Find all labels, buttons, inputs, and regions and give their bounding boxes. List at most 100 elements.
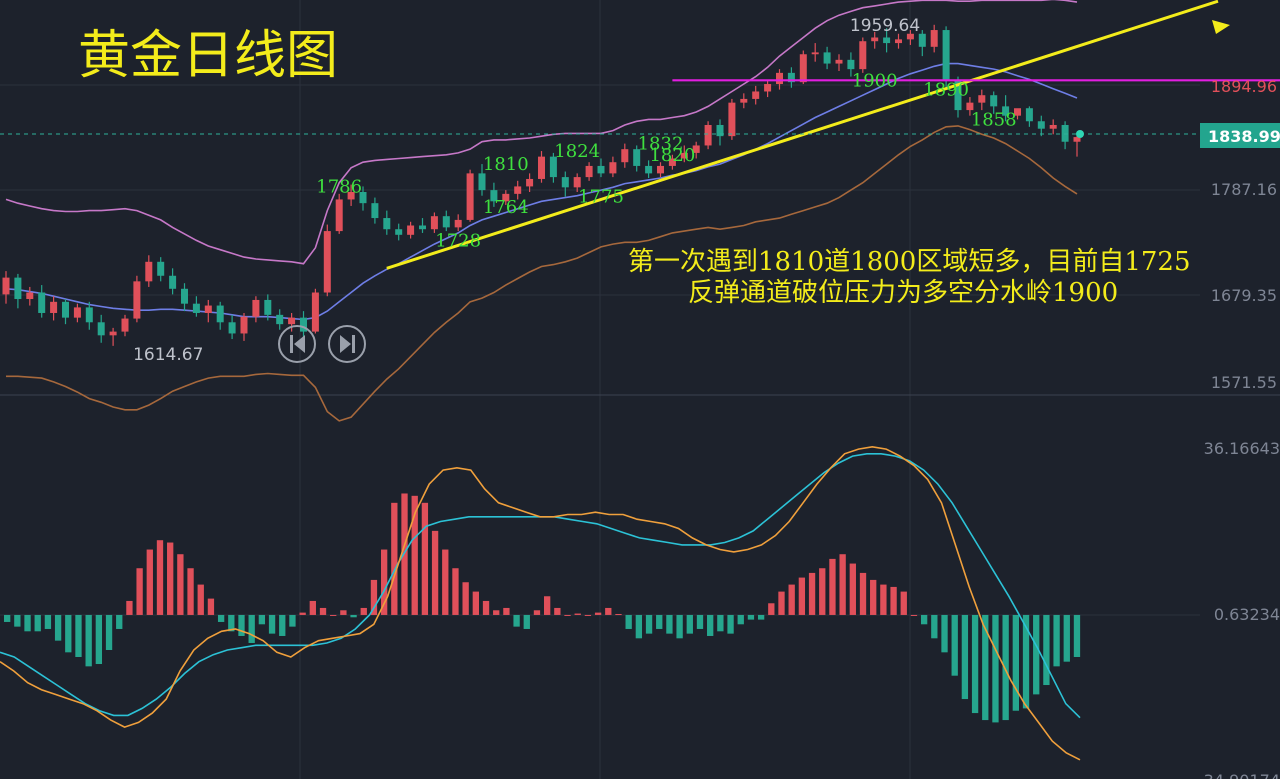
candle-body xyxy=(169,275,177,289)
candle-body xyxy=(38,292,46,313)
macd-bar xyxy=(544,596,551,615)
candle-body xyxy=(335,199,343,232)
macd-bar xyxy=(167,542,174,615)
macd-bar xyxy=(350,614,357,618)
macd-bar xyxy=(971,614,979,714)
next-button[interactable] xyxy=(328,325,366,363)
candle-body xyxy=(371,203,379,219)
macd-bar xyxy=(452,568,459,615)
candle-body xyxy=(859,41,867,70)
macd-bar xyxy=(880,584,887,615)
macd-bar xyxy=(340,610,347,615)
macd-bar xyxy=(319,607,327,615)
macd-bar xyxy=(370,579,378,615)
macd-bar xyxy=(798,577,806,615)
bollinger-upper-line xyxy=(5,0,1078,265)
candle-body xyxy=(419,225,426,230)
macd-bar xyxy=(228,614,235,632)
macd-bar xyxy=(941,614,948,653)
candle-body xyxy=(514,186,522,194)
macd-bar xyxy=(686,614,693,634)
candle-body xyxy=(109,331,117,336)
macd-bar xyxy=(54,614,62,641)
macd-bar xyxy=(156,540,164,615)
macd-bar xyxy=(645,614,653,634)
candle-body xyxy=(395,229,403,235)
candle-body xyxy=(454,219,462,228)
candle-body xyxy=(645,165,653,174)
candle-body xyxy=(26,292,34,300)
macd-bar xyxy=(462,582,469,615)
trendline-arrowhead xyxy=(1212,20,1230,34)
candle-body xyxy=(799,54,807,83)
candle-body xyxy=(752,91,760,99)
candle-body xyxy=(502,193,510,202)
candle-body xyxy=(823,52,831,64)
macd-bar xyxy=(951,614,958,676)
macd-bar xyxy=(197,584,204,615)
level-label: 1786 xyxy=(316,176,362,197)
grid xyxy=(0,0,1200,779)
candle-body xyxy=(442,216,450,228)
candle-body xyxy=(145,261,153,282)
candle-body xyxy=(204,305,212,313)
candle-body xyxy=(538,156,545,179)
macd-bar xyxy=(910,614,918,616)
level-label: 1810 xyxy=(483,154,529,175)
macd-bar xyxy=(85,614,92,667)
candle-body xyxy=(906,33,914,40)
macd-bar xyxy=(819,568,826,615)
candle-body xyxy=(668,158,676,166)
level-label: 1728 xyxy=(435,230,481,251)
macd-bar xyxy=(258,614,266,625)
macd-bar xyxy=(788,584,795,615)
candle-body xyxy=(430,216,438,230)
macd-bar xyxy=(24,614,31,632)
macd-bar xyxy=(900,591,907,615)
macd-bar xyxy=(472,591,479,615)
macd-bar xyxy=(503,607,510,615)
macd-histogram xyxy=(4,493,1081,723)
level-label: 1890 xyxy=(923,80,969,101)
candle-body xyxy=(895,39,902,44)
macd-bar xyxy=(248,614,255,643)
candle-body xyxy=(2,277,10,295)
candle-body xyxy=(561,177,569,188)
macd-bar xyxy=(217,614,225,622)
previous-button[interactable] xyxy=(278,325,316,363)
macd-bar xyxy=(1022,614,1030,709)
candle-body xyxy=(1002,106,1010,116)
macd-bar xyxy=(656,614,663,629)
macd-bar xyxy=(737,614,744,625)
price-tick-3: 1679.35 xyxy=(1211,286,1277,305)
macd-bar xyxy=(1043,614,1050,686)
candle-body xyxy=(85,307,93,323)
candle-body xyxy=(192,303,200,313)
macd-bar xyxy=(859,572,867,615)
level-label: 1775 xyxy=(578,187,624,208)
macd-bar xyxy=(146,549,153,615)
macd-tick-top: 36.16643 xyxy=(1204,439,1280,458)
candle-body xyxy=(133,281,141,319)
current-price-badge xyxy=(1200,123,1280,148)
candle-body xyxy=(942,30,950,81)
macd-bar xyxy=(931,614,938,639)
macd-bar xyxy=(187,568,194,615)
candle-body xyxy=(716,124,724,137)
candle-body xyxy=(383,218,391,230)
macd-bar xyxy=(116,614,123,629)
macd-bar xyxy=(207,598,215,615)
price-tick-1: 1894.96 xyxy=(1211,77,1277,96)
macd-bar xyxy=(65,614,72,653)
macd-bar xyxy=(360,607,367,615)
candle-body xyxy=(311,292,319,332)
macd-bar xyxy=(4,614,11,622)
macd-bar xyxy=(920,614,928,625)
candle-body xyxy=(990,95,998,107)
candle-body xyxy=(692,145,700,153)
macd-bar xyxy=(747,614,755,620)
macd-bar xyxy=(34,614,41,632)
candle-body xyxy=(73,307,81,318)
macd-bar xyxy=(1073,614,1081,658)
macd-bar xyxy=(808,572,816,615)
